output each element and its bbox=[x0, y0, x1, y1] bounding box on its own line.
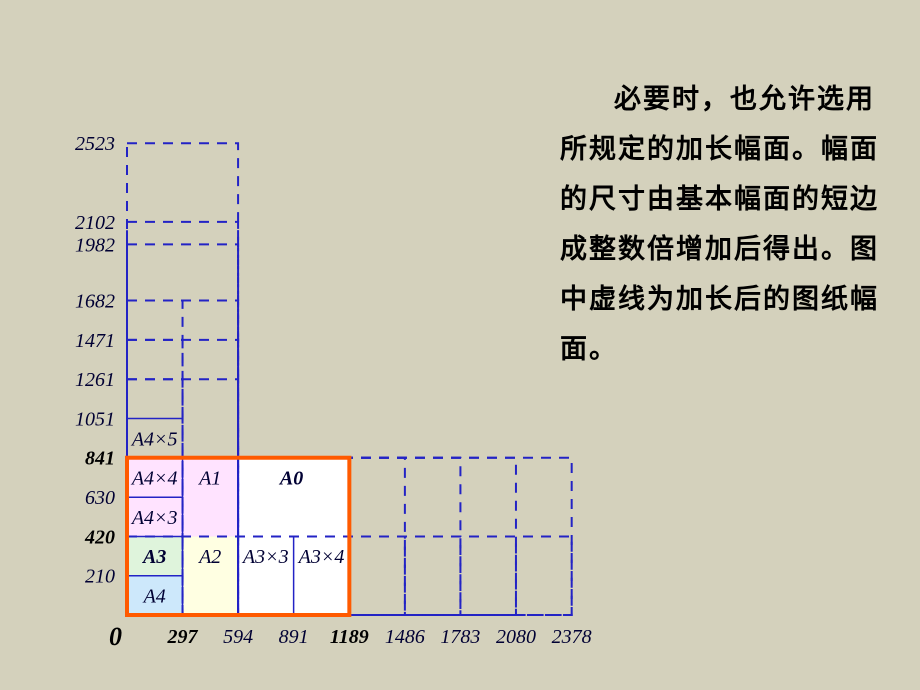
y-tick-label: 630 bbox=[85, 487, 115, 509]
region-label: A4×3 bbox=[130, 507, 178, 529]
region-label: A2 bbox=[197, 546, 221, 568]
origin-label: 0 bbox=[109, 622, 122, 651]
description-text: 必要时，也允许选用所规定的加长幅面。幅面的尺寸由基本幅面的短边成整数倍增加后得出… bbox=[560, 75, 890, 375]
x-tick-label: 297 bbox=[167, 626, 199, 648]
region-label: A3×3 bbox=[241, 546, 289, 568]
y-tick-label: 2523 bbox=[75, 133, 115, 155]
x-tick-label: 1783 bbox=[440, 626, 480, 648]
y-tick-label: 1051 bbox=[75, 408, 115, 430]
x-tick-label: 1486 bbox=[385, 626, 425, 648]
y-tick-label: 210 bbox=[85, 566, 115, 588]
y-tick-label: 1982 bbox=[75, 234, 115, 256]
region-label: A1 bbox=[197, 468, 221, 490]
region-label: A4×4 bbox=[130, 468, 178, 490]
region-label: A4 bbox=[142, 585, 166, 607]
x-tick-label: 1189 bbox=[330, 626, 369, 648]
y-tick-label: 1682 bbox=[75, 290, 115, 312]
x-tick-label: 594 bbox=[223, 626, 253, 648]
y-tick-label: 1471 bbox=[75, 330, 115, 352]
region-label: A3 bbox=[141, 546, 166, 568]
y-tick-label: 841 bbox=[85, 448, 115, 470]
x-tick-label: 2378 bbox=[552, 626, 592, 648]
region-label: A3×4 bbox=[297, 546, 345, 568]
y-tick-label: 2102 bbox=[75, 212, 115, 234]
region-label: A0 bbox=[278, 468, 303, 490]
x-tick-label: 2080 bbox=[496, 626, 536, 648]
x-tick-label: 891 bbox=[279, 626, 309, 648]
y-tick-label: 1261 bbox=[75, 369, 115, 391]
region-label: A4×5 bbox=[130, 428, 178, 450]
y-tick-label: 420 bbox=[84, 526, 115, 548]
